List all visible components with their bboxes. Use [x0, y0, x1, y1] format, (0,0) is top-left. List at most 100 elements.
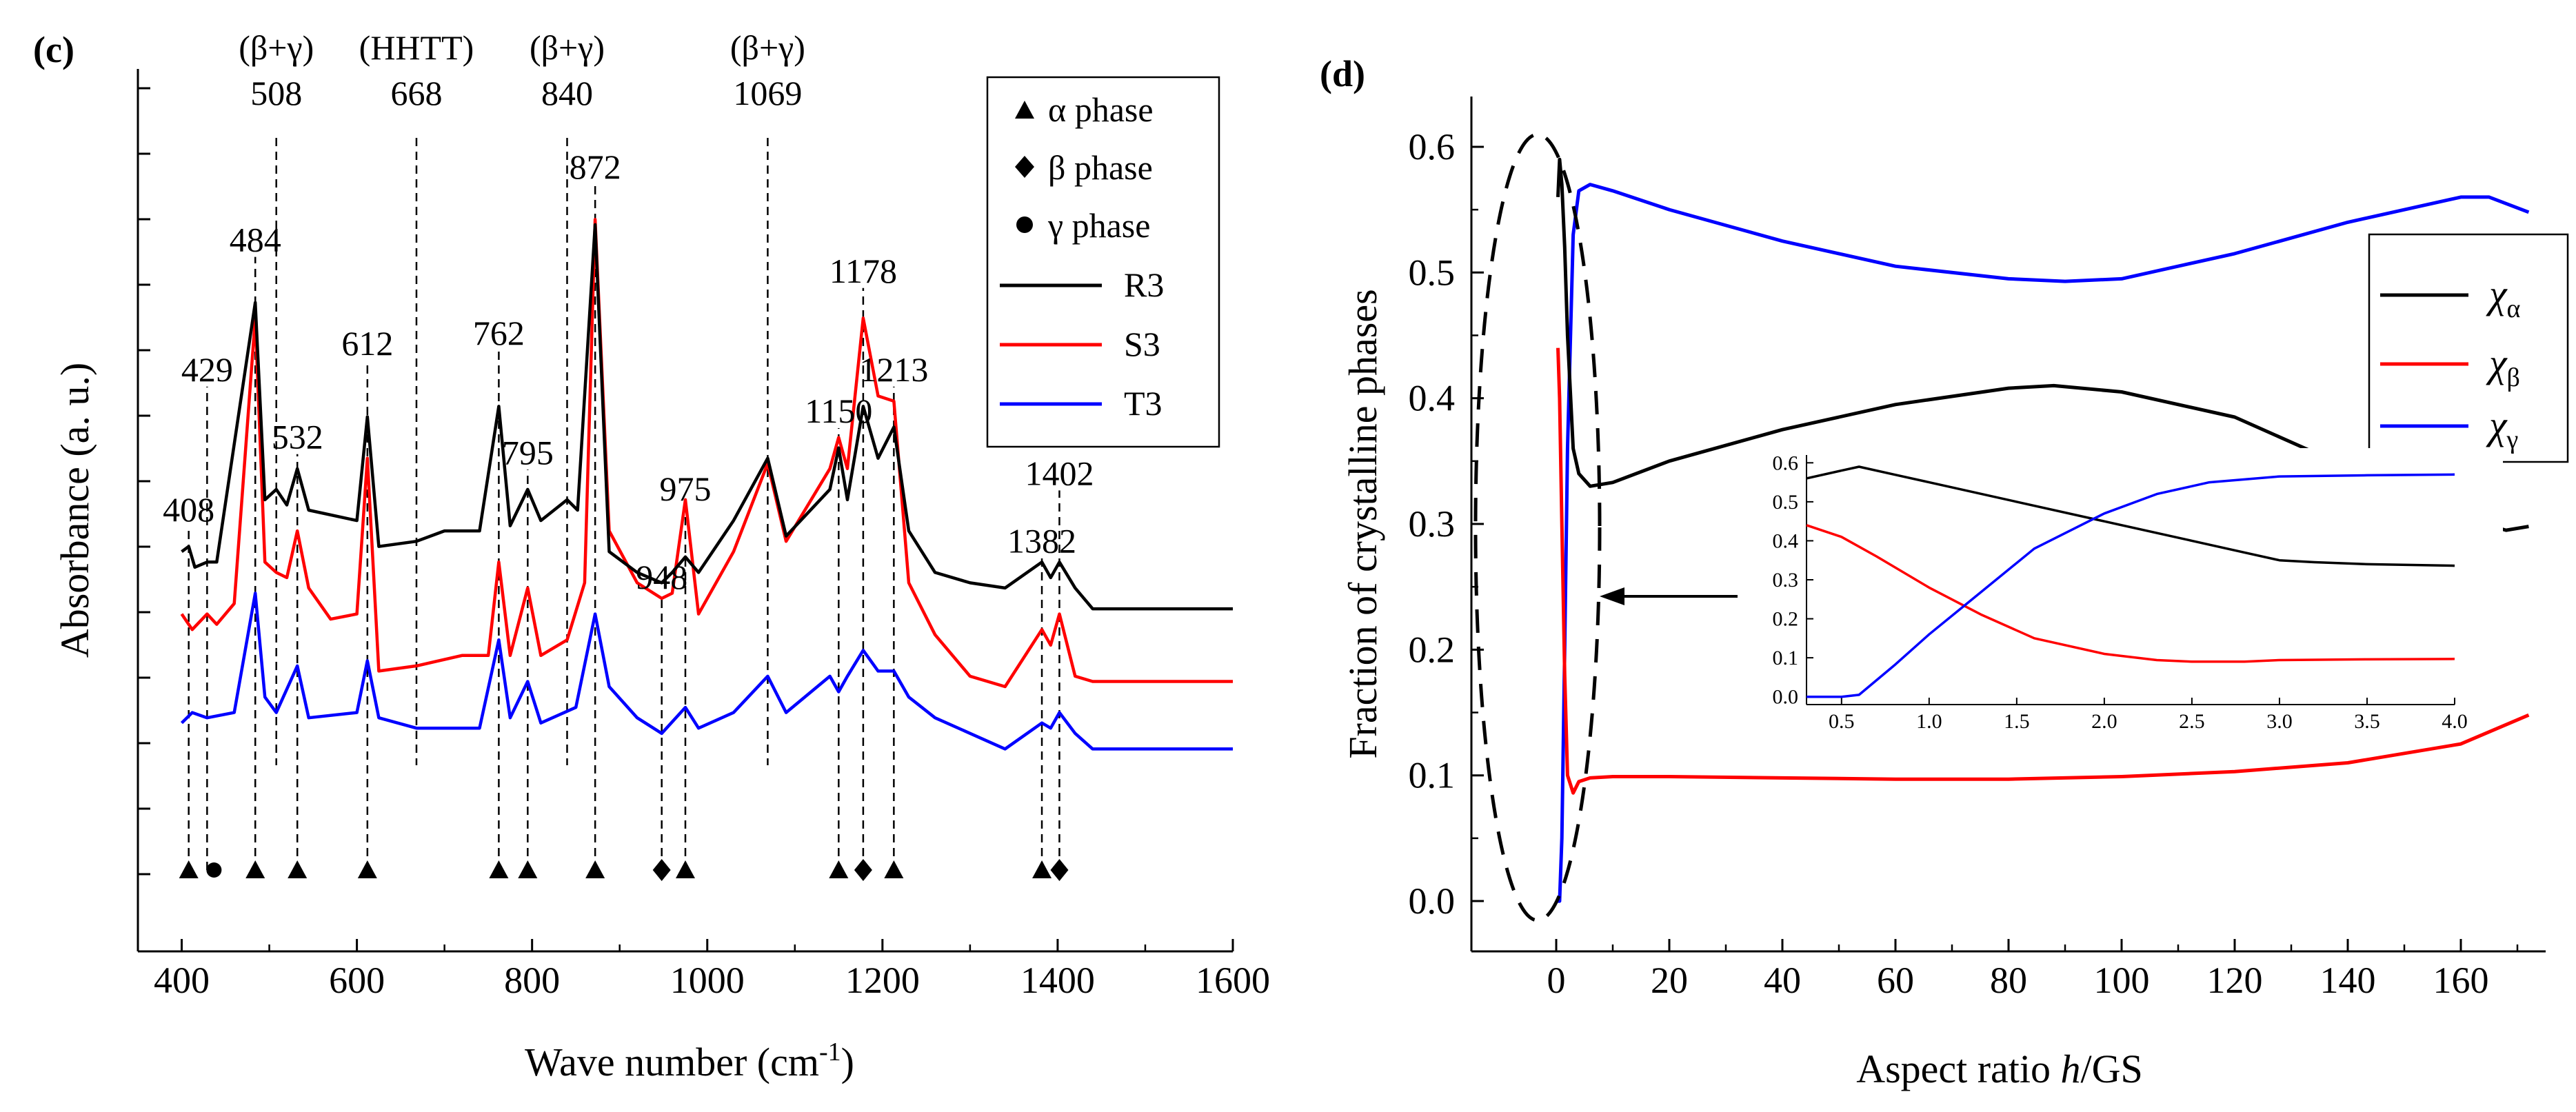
legend-alpha-label: α phase	[1048, 90, 1154, 129]
d-x-tick-label: 160	[2433, 960, 2489, 1001]
d-y-tick-label: 0.2	[1409, 629, 1456, 670]
alpha-marker-icon	[489, 860, 509, 878]
legend-diamond-icon	[1015, 156, 1034, 178]
peak-label: 975	[660, 469, 712, 508]
arrow-head-icon	[1600, 587, 1624, 605]
peak-label: 1402	[1025, 454, 1094, 492]
beta-marker-icon	[854, 859, 872, 881]
d-x-axis-title: Aspect ratio h/GS	[1856, 1047, 2143, 1091]
top-phase-label: (HHTT)	[359, 28, 474, 67]
d-x-tick-label: 140	[2320, 960, 2376, 1001]
inset-y-tick-label: 0.6	[1773, 452, 1799, 474]
c-dashed-guides	[188, 138, 1060, 870]
d-y-axis-title: Fraction of crystalline phases	[1340, 289, 1385, 758]
c-y-axis-title: Absorbance (a. u.)	[52, 363, 97, 658]
legend-s3-label: S3	[1124, 325, 1160, 363]
c-top-labels: (β+γ) 508 (HHTT) 668 (β+γ) 840 (β+γ) 1069	[239, 28, 805, 112]
peak-label: 532	[272, 418, 323, 456]
top-phase-label: (β+γ)	[530, 28, 605, 67]
peak-label: 484	[230, 221, 281, 259]
legend-circle-icon	[1016, 216, 1033, 233]
inset-series	[1806, 465, 2455, 698]
alpha-marker-icon	[179, 860, 199, 878]
d-x-tick-label: 80	[1990, 960, 2027, 1001]
d-y-tick-label: 0.5	[1409, 252, 1456, 293]
top-wavenumber-label: 508	[250, 74, 302, 112]
alpha-marker-icon	[585, 860, 605, 878]
highlight-ellipse	[1473, 132, 1602, 922]
d-x-tick-label: 120	[2207, 960, 2263, 1001]
peak-label: 948	[636, 558, 687, 596]
peak-label: 762	[473, 314, 525, 352]
alpha-marker-icon	[288, 860, 308, 878]
inset-x-tick-label: 1.0	[1916, 710, 1942, 733]
alpha-marker-icon	[245, 860, 265, 878]
peak-label: 612	[341, 324, 393, 363]
c-x-ticks: 400 600 800 1000 1200 1400 1600	[154, 939, 1270, 1001]
d-x-tick-label: 0	[1547, 960, 1566, 1001]
d-y-tick-label: 0.6	[1409, 126, 1456, 168]
beta-marker-icon	[652, 859, 671, 881]
c-phase-markers	[179, 859, 1069, 881]
alpha-marker-icon	[357, 860, 377, 878]
alpha-marker-icon	[676, 860, 695, 878]
peak-label: 1178	[829, 252, 897, 290]
alpha-marker-icon	[1032, 860, 1052, 878]
c-x-tick-label: 1400	[1020, 960, 1095, 1001]
spectrum-line-r3	[181, 223, 1233, 611]
inset-line	[1807, 473, 2455, 698]
peak-label: 1213	[859, 350, 928, 389]
d-legend-box	[2368, 233, 2569, 463]
inset-x-tick-label: 3.5	[2354, 710, 2380, 733]
peak-label: 795	[502, 433, 554, 472]
legend-t3-label: T3	[1124, 384, 1163, 423]
panel-c: (c) 400 600 800 1000 1200 1400 1600 Wave numbe…	[33, 28, 1270, 1084]
d-legend: χα χβ χγ	[2368, 233, 2569, 463]
inset-y-tick-label: 0.4	[1773, 529, 1799, 552]
inset-y-tick-label: 0.5	[1773, 491, 1799, 514]
d-x-ticks: 0 20 40 60 80 100 120 140 160	[1547, 939, 2519, 1001]
top-phase-label: (β+γ)	[730, 28, 805, 67]
c-series	[180, 218, 1233, 751]
top-wavenumber-label: 840	[541, 74, 593, 112]
legend-chi-beta-label: χβ	[2486, 341, 2520, 392]
inset-x-tick-label: 2.0	[2091, 710, 2117, 733]
c-y-ticks	[138, 87, 150, 876]
inset-chart: 0.0 0.1 0.2 0.3 0.4 0.5 0.6 0.5 1.0 1.5 2.0 2.5 3.0…	[1773, 448, 2503, 733]
c-x-tick-label: 400	[154, 960, 210, 1001]
legend-chi-gamma-label: χγ	[2486, 403, 2518, 454]
d-x-tick-label: 100	[2094, 960, 2150, 1001]
peak-label: 1382	[1007, 521, 1076, 560]
alpha-marker-icon	[884, 860, 904, 878]
d-y-ticks: 0.0 0.1 0.2 0.3 0.4 0.5 0.6	[1409, 126, 1484, 922]
c-x-tick-label: 1200	[845, 960, 920, 1001]
d-y-tick-label: 0.3	[1409, 503, 1456, 545]
fraction-line-β	[1556, 347, 2530, 795]
inset-x-tick-label: 1.5	[2004, 710, 2030, 733]
spectrum-line-t3	[180, 592, 1233, 751]
inset-y-tick-label: 0.1	[1773, 647, 1799, 669]
c-x-axis-title: Wave number (cm-1)	[525, 1038, 854, 1084]
c-legend: α phase β phase γ phase R3 S3 T3	[986, 76, 1220, 448]
gamma-marker-icon	[206, 862, 222, 878]
panel-c-label: (c)	[33, 29, 74, 70]
inset-line	[1806, 524, 2455, 663]
top-wavenumber-label: 1069	[733, 74, 802, 112]
d-x-tick-label: 60	[1877, 960, 1914, 1001]
peak-label: 872	[570, 148, 621, 186]
c-x-tick-label: 600	[329, 960, 385, 1001]
legend-r3-label: R3	[1124, 265, 1164, 304]
c-legend-box	[986, 76, 1220, 448]
inset-y-tick-label: 0.3	[1773, 569, 1799, 592]
d-x-tick-label: 20	[1651, 960, 1688, 1001]
inset-x-ticks: 0.5 1.0 1.5 2.0 2.5 3.0 3.5 4.0	[1829, 698, 2468, 733]
c-peak-labels: 408 429 484 532 612 762 795 872 948 975 1150 1178 12…	[163, 148, 1094, 596]
inset-x-tick-label: 2.5	[2179, 710, 2205, 733]
inset-y-tick-label: 0.2	[1773, 608, 1799, 631]
alpha-marker-icon	[518, 860, 538, 878]
d-y-tick-label: 0.1	[1409, 755, 1456, 796]
inset-line	[1806, 465, 2455, 567]
peak-label: 408	[163, 490, 214, 529]
